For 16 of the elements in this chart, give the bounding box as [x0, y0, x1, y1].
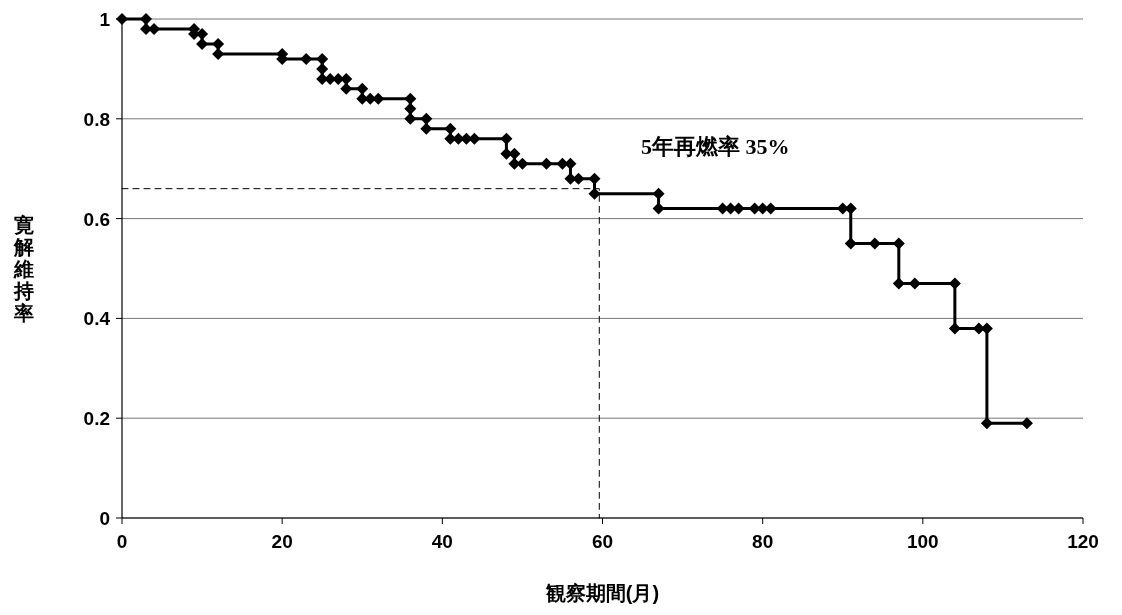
- x-tick-label: 60: [591, 531, 614, 552]
- annotation: 5年再燃率 35%: [640, 133, 790, 159]
- y-tick-label: 0.4: [83, 308, 111, 330]
- x-tick-label: 100: [906, 531, 939, 552]
- x-axis-title: 観察期間(月): [544, 582, 660, 604]
- y-tick-label: 0.8: [83, 108, 110, 130]
- y-axis-title: 寛解維持率: [13, 213, 34, 324]
- y-tick-label: 0.2: [83, 408, 110, 430]
- y-tick-label: 1: [99, 9, 111, 30]
- x-tick-label: 120: [1067, 531, 1099, 552]
- x-tick-label: 40: [431, 531, 453, 552]
- x-tick-label: 0: [116, 531, 128, 552]
- x-tick-label: 80: [752, 531, 774, 552]
- y-tick-label: 0: [99, 508, 110, 529]
- y-tick-label: 0.6: [83, 208, 110, 230]
- x-tick-label: 20: [271, 531, 293, 552]
